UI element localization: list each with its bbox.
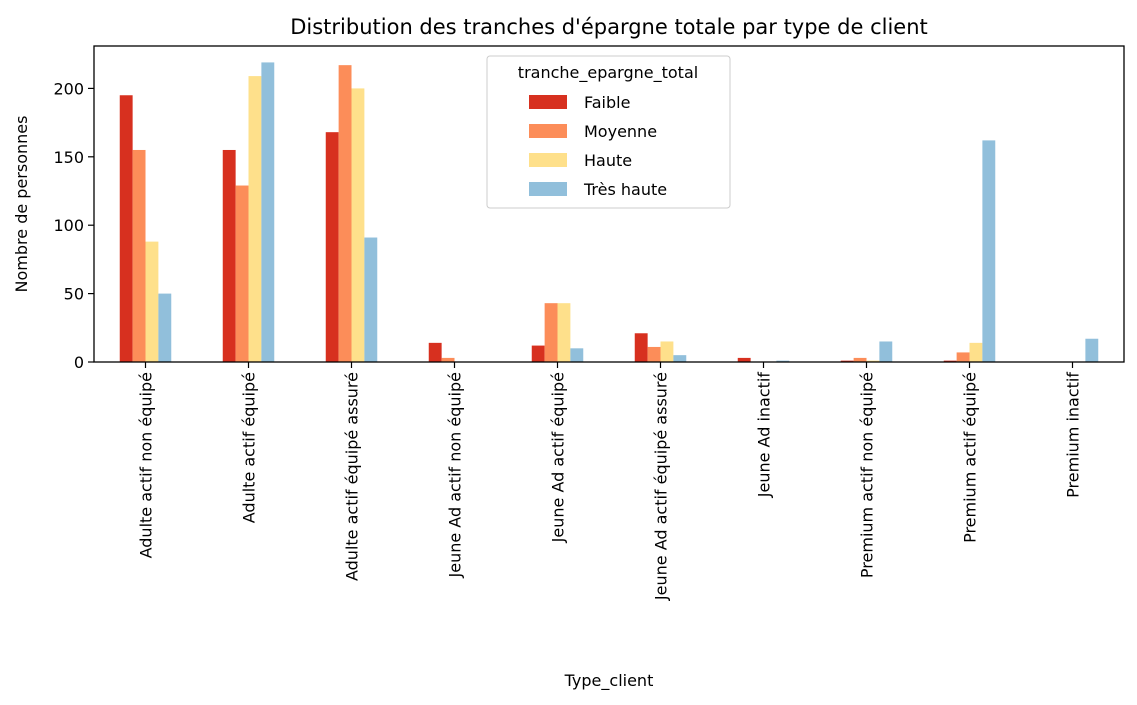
legend-label: Haute xyxy=(584,151,632,170)
legend-title: tranche_epargne_total xyxy=(518,63,698,83)
bar-1-1 xyxy=(235,185,249,362)
legend-label: Très haute xyxy=(583,180,667,199)
bar-0-1 xyxy=(222,149,236,362)
x-tick-label: Adulte actif équipé assuré xyxy=(343,372,362,581)
legend: tranche_epargne_total Faible Moyenne Haute… xyxy=(486,55,731,209)
bar-1-3 xyxy=(441,357,455,362)
bars xyxy=(119,62,1099,363)
x-axis: Adulte actif non équipé Adulte actif équi… xyxy=(137,362,1083,601)
bar-3-9 xyxy=(1085,338,1099,362)
x-tick-label: Adulte actif non équipé xyxy=(137,372,156,558)
bar-0-0 xyxy=(119,95,133,362)
bar-3-6 xyxy=(776,360,790,362)
x-tick-label: Jeune Ad actif non équipé xyxy=(446,372,465,578)
legend-label: Faible xyxy=(584,93,630,112)
legend-items: Faible Moyenne Haute Très haute xyxy=(529,93,667,199)
bar-3-2 xyxy=(364,237,378,362)
bar-1-4 xyxy=(544,303,558,362)
plot-frame xyxy=(93,45,1125,363)
y-tick-label: 150 xyxy=(53,148,84,167)
bar-0-7 xyxy=(840,360,854,362)
bar-1-7 xyxy=(853,357,867,362)
bar-1-5 xyxy=(647,346,661,362)
y-tick-label: 200 xyxy=(53,79,84,98)
y-tick-label: 50 xyxy=(64,285,84,304)
bar-2-1 xyxy=(248,76,262,362)
bar-2-5 xyxy=(660,341,674,362)
legend-swatch xyxy=(529,153,567,167)
bar-0-3 xyxy=(428,342,442,362)
bar-0-6 xyxy=(737,357,751,362)
bar-0-4 xyxy=(531,345,545,362)
x-tick-label: Premium actif équipé xyxy=(961,372,980,543)
x-tick-label: Adulte actif équipé xyxy=(240,372,259,523)
legend-swatch xyxy=(529,124,567,138)
x-tick-label: Premium inactif xyxy=(1064,372,1083,498)
bar-2-0 xyxy=(145,241,159,362)
x-tick-label: Jeune Ad actif équipé assuré xyxy=(652,372,671,601)
y-tick-label: 100 xyxy=(53,216,84,235)
bar-0-8 xyxy=(943,360,957,362)
legend-swatch xyxy=(529,95,567,109)
legend-label: Moyenne xyxy=(584,122,657,141)
bar-3-8 xyxy=(982,140,996,362)
bar-3-5 xyxy=(673,355,687,362)
bar-3-7 xyxy=(879,341,893,362)
bar-3-4 xyxy=(570,348,584,362)
legend-frame xyxy=(486,55,731,209)
bar-2-8 xyxy=(969,342,983,362)
bar-3-0 xyxy=(158,293,172,362)
x-axis-label: Type_client xyxy=(564,671,654,691)
x-tick-label: Jeune Ad inactif xyxy=(755,372,774,499)
x-tick-label: Premium actif non équipé xyxy=(858,372,877,578)
bar-2-4 xyxy=(557,303,571,362)
bar-0-2 xyxy=(325,132,339,362)
x-tick-label: Jeune Ad actif équipé xyxy=(549,372,568,543)
chart-title: Distribution des tranches d'épargne tota… xyxy=(290,15,928,39)
bar-1-2 xyxy=(338,65,352,363)
bar-2-7 xyxy=(866,360,880,362)
bar-3-1 xyxy=(261,62,275,363)
bar-0-5 xyxy=(634,333,648,362)
y-axis-label: Nombre de personnes xyxy=(12,116,31,293)
bar-2-2 xyxy=(351,88,365,362)
legend-swatch xyxy=(529,182,567,196)
bar-1-0 xyxy=(132,149,146,362)
bar-1-8 xyxy=(956,352,970,362)
y-axis: 0 50 100 150 200 xyxy=(53,79,94,372)
y-tick-label: 0 xyxy=(74,353,84,372)
